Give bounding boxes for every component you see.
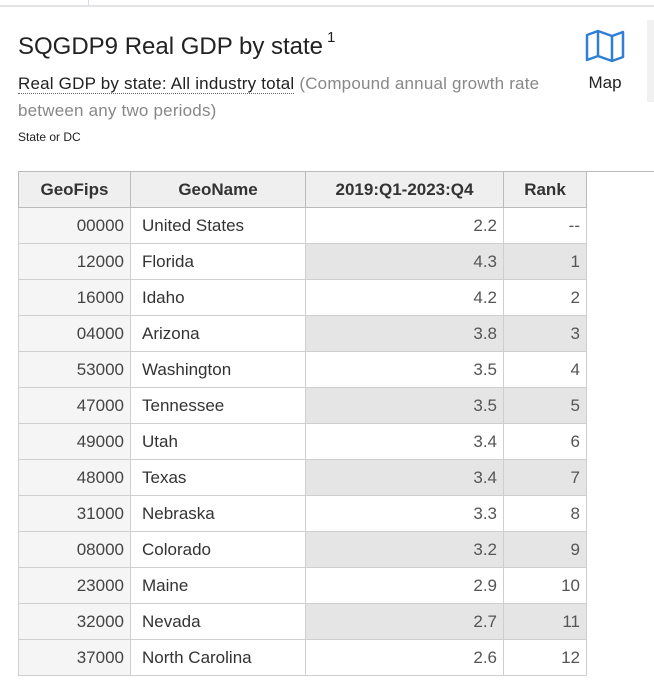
table-cell: United States — [130, 207, 306, 244]
table-cell: -- — [503, 207, 587, 244]
table-cell: 31000 — [18, 495, 131, 532]
table-cell: Texas — [130, 459, 306, 496]
table-cell: 5 — [503, 387, 587, 424]
table-cell: 12 — [503, 639, 587, 676]
column-header[interactable]: Rank — [503, 171, 587, 208]
table-cell: Nebraska — [130, 495, 306, 532]
page-title: SQGDP9 Real GDP by state 1 — [18, 29, 336, 61]
table-row: 37000 North Carolina 2.6 12 — [18, 639, 587, 676]
table-row: 53000 Washington 3.5 4 — [18, 351, 587, 388]
table-cell: Nevada — [130, 603, 306, 640]
column-header[interactable]: GeoFips — [18, 171, 131, 208]
table-cell: 3.3 — [305, 495, 504, 532]
table-cell: Tennessee — [130, 387, 306, 424]
table-cell: 4 — [503, 351, 587, 388]
data-table: GeoFips GeoName 2019:Q1-2023:Q4 Rank 00000 U… — [18, 171, 587, 676]
table-cell: 10 — [503, 567, 587, 604]
table-row: 00000 United States 2.2 -- — [18, 207, 587, 244]
table-cell: North Carolina — [130, 639, 306, 676]
table-cell: Maine — [130, 567, 306, 604]
table-cell: 32000 — [18, 603, 131, 640]
table-cell: 37000 — [18, 639, 131, 676]
subtitle-note: (Compound annual growth rate between any… — [18, 74, 540, 120]
table-cell: 3.2 — [305, 531, 504, 568]
subtitle: Real GDP by state: All industry total (C… — [18, 70, 563, 124]
table-cell: 4.2 — [305, 279, 504, 316]
side-panel — [647, 20, 654, 102]
table-cell: 3.5 — [305, 351, 504, 388]
table-cell: 3.8 — [305, 315, 504, 352]
table-row: 12000 Florida 4.3 1 — [18, 243, 587, 280]
table-cell: 2 — [503, 279, 587, 316]
table-cell: Washington — [130, 351, 306, 388]
table-row: 08000 Colorado 3.2 9 — [18, 531, 587, 568]
table-cell: 3.5 — [305, 387, 504, 424]
table-cell: 08000 — [18, 531, 131, 568]
table-cell: 53000 — [18, 351, 131, 388]
table-cell: 3 — [503, 315, 587, 352]
table-cell: 11 — [503, 603, 587, 640]
table-cell: 9 — [503, 531, 587, 568]
footnote[interactable]: 1 — [327, 29, 336, 46]
table-row: 48000 Texas 3.4 7 — [18, 459, 587, 496]
map-icon — [585, 29, 625, 63]
table-cell: 2.2 — [305, 207, 504, 244]
table-cell: 1 — [503, 243, 587, 280]
table-row: 23000 Maine 2.9 10 — [18, 567, 587, 604]
table-cell: 16000 — [18, 279, 131, 316]
subtitle-link[interactable]: Real GDP by state: All industry total — [18, 74, 295, 94]
table-cell: Arizona — [130, 315, 306, 352]
geo-label: State or DC — [18, 130, 81, 144]
table-cell: Florida — [130, 243, 306, 280]
table-cell: 04000 — [18, 315, 131, 352]
table-row: 04000 Arizona 3.8 3 — [18, 315, 587, 352]
table-cell: 4.3 — [305, 243, 504, 280]
top-border — [0, 5, 654, 7]
header-row: GeoFips GeoName 2019:Q1-2023:Q4 Rank — [18, 171, 587, 208]
table-cell: 8 — [503, 495, 587, 532]
table-row: 31000 Nebraska 3.3 8 — [18, 495, 587, 532]
table-row: 47000 Tennessee 3.5 5 — [18, 387, 587, 424]
table-cell: 2.6 — [305, 639, 504, 676]
map-button[interactable]: Map — [578, 28, 632, 93]
table-cell: 2.9 — [305, 567, 504, 604]
table-cell: 49000 — [18, 423, 131, 460]
map-label: Map — [588, 73, 622, 92]
table-cell: Idaho — [130, 279, 306, 316]
table-row: 16000 Idaho 4.2 2 — [18, 279, 587, 316]
table-cell: 48000 — [18, 459, 131, 496]
table-row: 32000 Nevada 2.7 11 — [18, 603, 587, 640]
table-row: 49000 Utah 3.4 6 — [18, 423, 587, 460]
table-cell: 23000 — [18, 567, 131, 604]
table-cell: Colorado — [130, 531, 306, 568]
column-header[interactable]: GeoName — [130, 171, 306, 208]
table-cell: 3.4 — [305, 423, 504, 460]
table-cell: 47000 — [18, 387, 131, 424]
tab-divider — [88, 0, 89, 6]
table-cell: 6 — [503, 423, 587, 460]
table-cell: 2.7 — [305, 603, 504, 640]
title-text: SQGDP9 Real GDP by state — [18, 33, 324, 60]
table-cell: 7 — [503, 459, 587, 496]
table-cell: Utah — [130, 423, 306, 460]
table-cell: 00000 — [18, 207, 131, 244]
table-top-line — [586, 171, 654, 172]
column-header[interactable]: 2019:Q1-2023:Q4 — [305, 171, 504, 208]
table-cell: 3.4 — [305, 459, 504, 496]
table-cell: 12000 — [18, 243, 131, 280]
table-body: 00000 United States 2.2 -- 12000 Florida 4.3 1 1… — [18, 207, 587, 676]
